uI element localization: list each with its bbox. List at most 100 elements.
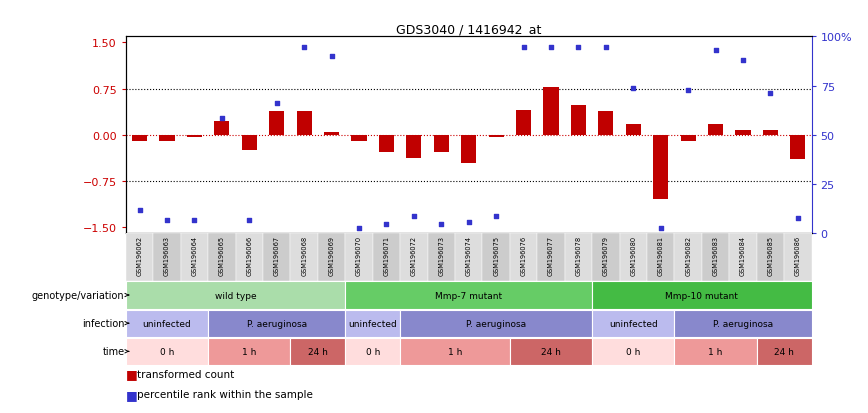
Text: GSM196066: GSM196066	[247, 235, 253, 275]
Text: 24 h: 24 h	[308, 347, 328, 356]
Text: uninfected: uninfected	[348, 319, 397, 328]
Bar	[345, 282, 592, 309]
Bar	[647, 234, 674, 281]
Point	[627, 85, 641, 92]
Text: P. aeruginosa: P. aeruginosa	[247, 319, 306, 328]
Text: time: time	[102, 347, 124, 356]
Bar	[379, 135, 394, 153]
Bar	[708, 124, 723, 135]
Text: GSM196075: GSM196075	[493, 235, 499, 275]
Bar	[620, 234, 647, 281]
Bar	[537, 234, 565, 281]
Text: 1 h: 1 h	[242, 347, 256, 356]
Bar	[592, 338, 674, 365]
Bar	[400, 234, 428, 281]
Point	[407, 213, 421, 220]
Bar	[592, 310, 674, 337]
Bar	[154, 234, 181, 281]
Point	[270, 100, 284, 107]
Text: 0 h: 0 h	[626, 347, 641, 356]
Text: GSM196083: GSM196083	[713, 235, 719, 275]
Bar	[674, 234, 702, 281]
Text: GSM196082: GSM196082	[685, 235, 691, 275]
Text: wild type: wild type	[214, 291, 256, 300]
Text: ■: ■	[126, 367, 141, 380]
Bar	[400, 310, 592, 337]
Bar	[757, 234, 784, 281]
Text: GSM196068: GSM196068	[301, 235, 307, 275]
Point	[160, 217, 174, 223]
Bar	[791, 135, 806, 160]
Bar	[372, 234, 400, 281]
Bar	[461, 135, 477, 163]
Bar	[735, 131, 751, 135]
Bar	[345, 310, 400, 337]
Point	[434, 221, 448, 228]
Point	[571, 45, 585, 52]
Text: GSM196081: GSM196081	[658, 235, 664, 275]
Bar	[510, 234, 537, 281]
Text: GSM196072: GSM196072	[411, 235, 417, 275]
Text: ■: ■	[126, 388, 141, 401]
Text: GSM196086: GSM196086	[795, 235, 801, 275]
Point	[215, 115, 229, 121]
Bar	[352, 135, 366, 142]
Point	[791, 215, 805, 222]
Point	[352, 225, 366, 232]
Bar	[318, 234, 345, 281]
Bar	[263, 234, 291, 281]
Bar	[571, 106, 586, 135]
Text: P. aeruginosa: P. aeruginosa	[713, 319, 773, 328]
Text: GSM196067: GSM196067	[273, 235, 279, 275]
Bar	[784, 234, 812, 281]
Bar	[455, 234, 483, 281]
Text: GSM196084: GSM196084	[740, 235, 746, 275]
Bar	[181, 234, 208, 281]
Bar	[565, 234, 592, 281]
Bar	[757, 338, 812, 365]
Point	[599, 45, 613, 52]
Text: GSM196077: GSM196077	[548, 235, 554, 275]
Bar	[208, 338, 291, 365]
Bar	[592, 234, 620, 281]
Bar	[626, 124, 641, 135]
Bar	[516, 111, 531, 135]
Bar	[763, 131, 778, 135]
Bar	[291, 338, 345, 365]
Text: 1 h: 1 h	[448, 347, 462, 356]
Text: GSM196062: GSM196062	[136, 235, 142, 275]
Point	[325, 54, 339, 60]
Text: GSM196078: GSM196078	[575, 235, 582, 275]
Bar	[598, 112, 614, 135]
Point	[133, 207, 147, 214]
Bar	[674, 338, 757, 365]
Bar	[160, 135, 174, 142]
Bar	[510, 338, 592, 365]
Text: genotype/variation: genotype/variation	[32, 290, 124, 300]
Bar	[297, 112, 312, 135]
Bar	[406, 135, 421, 159]
Text: uninfected: uninfected	[142, 319, 191, 328]
Bar	[345, 338, 400, 365]
Bar	[702, 234, 729, 281]
Bar	[345, 234, 372, 281]
Text: 1 h: 1 h	[708, 347, 723, 356]
Point	[681, 88, 695, 95]
Bar	[291, 234, 318, 281]
Point	[187, 217, 201, 223]
Bar	[132, 135, 147, 142]
Bar	[126, 234, 154, 281]
Bar	[729, 234, 757, 281]
Text: GSM196079: GSM196079	[603, 235, 608, 275]
Text: 24 h: 24 h	[541, 347, 561, 356]
Bar	[489, 135, 503, 138]
Bar	[543, 88, 558, 135]
Point	[462, 219, 476, 226]
Text: GSM196085: GSM196085	[767, 235, 773, 275]
Point	[708, 47, 722, 54]
Bar	[126, 282, 345, 309]
Text: Mmp-7 mutant: Mmp-7 mutant	[435, 291, 503, 300]
Bar	[126, 338, 208, 365]
Bar	[187, 135, 202, 138]
Point	[764, 90, 778, 97]
